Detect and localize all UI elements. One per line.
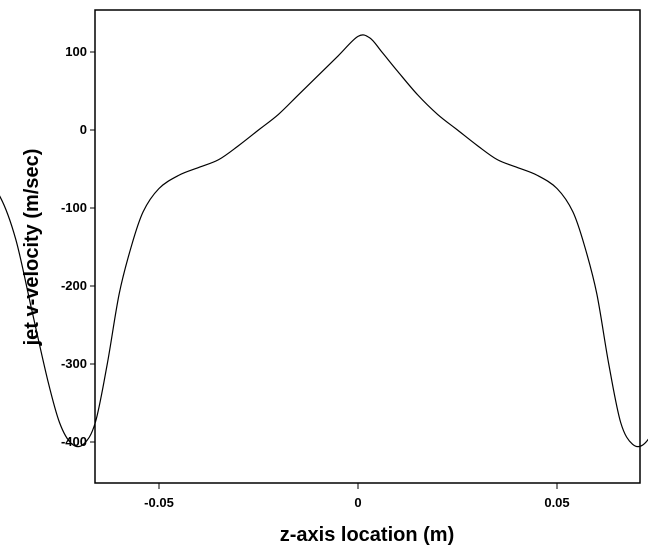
x-tick-label: -0.05 bbox=[144, 495, 174, 510]
plot-area bbox=[94, 9, 641, 484]
y-tick-label: 100 bbox=[65, 44, 87, 59]
y-tick-label: -300 bbox=[61, 356, 87, 371]
y-ticks: 100 0 -100 -200 -300 -400 bbox=[61, 44, 95, 449]
y-tick-label: -400 bbox=[61, 434, 87, 449]
y-tick-label: -200 bbox=[61, 278, 87, 293]
x-axis-title: z-axis location (m) bbox=[280, 524, 454, 546]
y-axis-title: jet v-velocity (m/sec) bbox=[21, 149, 43, 347]
y-tick-label: 0 bbox=[80, 122, 87, 137]
x-tick-label: 0 bbox=[354, 495, 361, 510]
y-tick-label: -100 bbox=[61, 200, 87, 215]
x-tick-label: 0.05 bbox=[544, 495, 569, 510]
series-line-jet-v-velocity bbox=[0, 34, 648, 448]
